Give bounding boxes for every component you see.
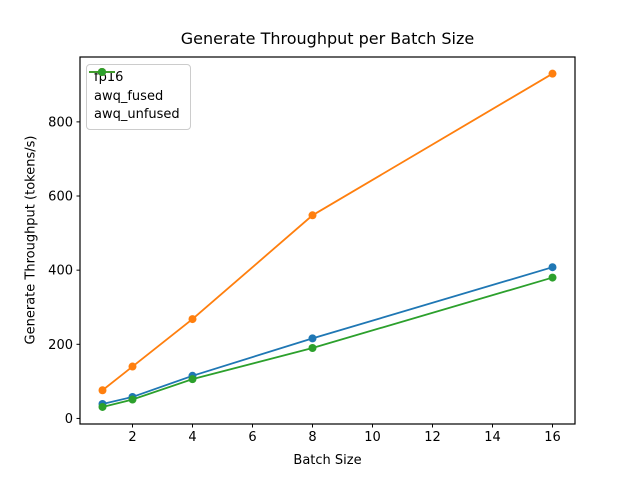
series-line-fp16 [101,266,554,405]
axes-frame [79,56,576,425]
x-tick-label: 16 [544,430,561,445]
series-marker-awq_fused [308,211,317,220]
y-tick-label: 400 [48,264,73,279]
series-marker-awq_unfused [128,395,137,404]
x-axis-label: Batch Size [293,453,362,468]
series-marker-fp16 [548,263,557,272]
series-marker-awq_fused [98,386,107,395]
y-tick-label: 800 [48,115,73,130]
series-marker-awq_unfused [308,344,317,353]
legend-item-awq_fused: awq_fused [89,68,180,105]
legend-item-awq_unfused: awq_unfused [89,68,180,124]
chart-title: Generate Throughput per Batch Size [180,29,475,48]
series-marker-awq_fused [128,362,137,371]
x-tick-label: 8 [308,430,316,445]
series-marker-awq_unfused [188,375,197,384]
legend-label: awq_fused [94,88,164,104]
series-marker-awq_fused [548,69,557,78]
y-tick-label: 200 [48,338,73,353]
x-tick-label: 4 [188,430,196,445]
x-tick-label: 12 [424,430,441,445]
y-tick-label: 0 [65,412,73,427]
x-tick-label: 10 [364,430,381,445]
series-marker-awq_fused [188,315,197,324]
x-tick-label: 2 [128,430,136,445]
series-marker-fp16 [308,334,317,343]
legend-swatch-icon [89,68,115,76]
series-marker-awq_unfused [98,402,107,411]
legend-label: awq_unfused [94,106,180,122]
legend: fp16 awq_fused awq_unfused [86,64,191,131]
series-marker-awq_unfused [548,273,557,282]
x-tick-label: 14 [484,430,501,445]
series-line-awq_unfused [101,276,554,408]
x-tick-label: 6 [248,430,256,445]
y-axis-label: Generate Throughput (tokens/s) [23,135,39,345]
y-tick-label: 600 [48,190,73,205]
